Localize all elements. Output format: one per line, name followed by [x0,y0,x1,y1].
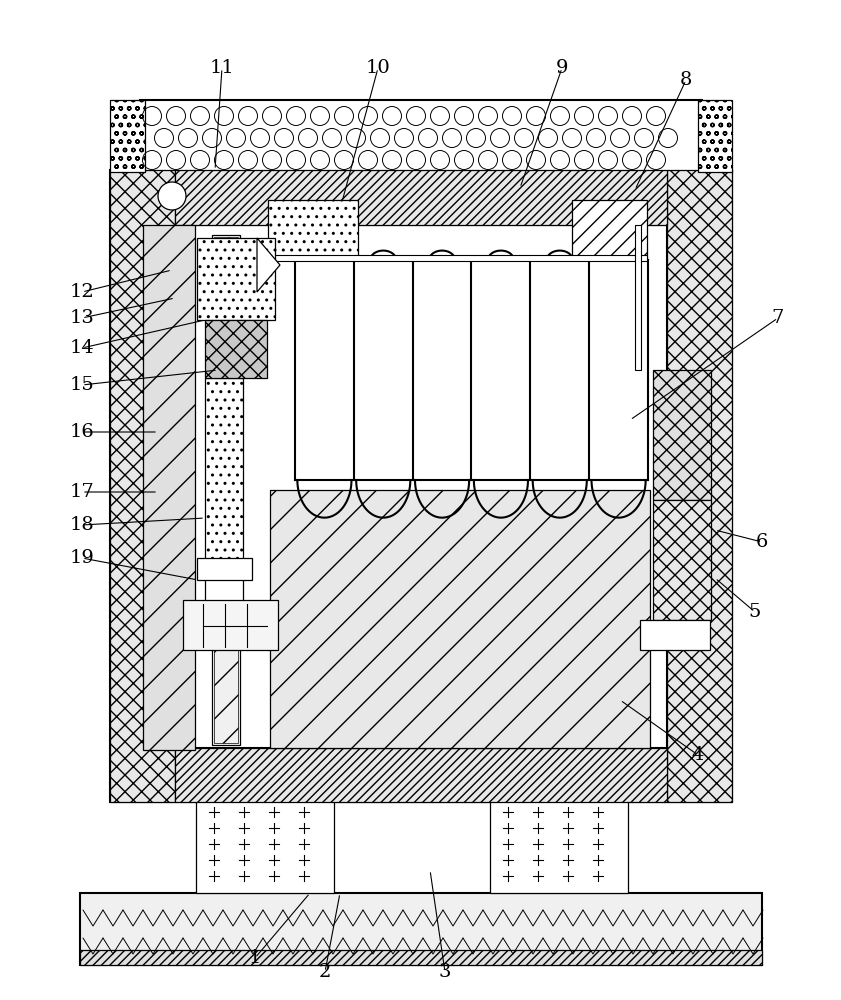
Bar [140,100,702,172]
Bar [197,558,252,580]
Text: 15: 15 [70,376,94,394]
Text: 10: 10 [366,59,390,77]
Text: 2: 2 [319,963,331,981]
Bar [640,620,710,650]
Text: 6: 6 [756,533,768,551]
Text: 13: 13 [70,309,94,327]
Text: 12: 12 [70,283,94,301]
Bar [205,378,243,578]
Bar [212,235,240,745]
Text: 14: 14 [70,339,94,357]
Bar [205,578,243,608]
Polygon shape [257,238,280,292]
Text: 19: 19 [70,549,94,567]
Bar [268,200,358,258]
Text: 8: 8 [680,71,692,89]
Text: 7: 7 [772,309,784,327]
Bar [205,320,267,378]
Text: 9: 9 [556,59,569,77]
Bar [197,238,275,320]
Text: 3: 3 [439,963,452,981]
Text: 16: 16 [70,423,94,441]
Bar [667,170,732,802]
Bar [270,490,650,748]
Bar [110,100,145,172]
Bar [175,170,667,225]
Bar [653,500,711,620]
Text: 17: 17 [70,483,94,501]
Text: 1: 1 [249,949,262,967]
Bar [196,800,334,893]
Bar [698,100,732,172]
Bar [214,237,238,743]
Text: 5: 5 [748,603,761,621]
Bar [635,225,641,370]
Bar [80,893,762,965]
Text: 11: 11 [209,59,235,77]
Bar [183,600,278,650]
Bar [175,225,667,748]
Bar [110,170,175,802]
Bar [572,200,647,258]
Bar [490,800,628,893]
Bar [175,748,667,802]
Circle shape [158,182,186,210]
Bar [268,255,647,261]
Text: 4: 4 [692,746,704,764]
Bar [110,170,732,802]
Bar [143,225,195,750]
Text: 18: 18 [70,516,94,534]
Bar [653,370,711,500]
Bar [80,950,762,965]
